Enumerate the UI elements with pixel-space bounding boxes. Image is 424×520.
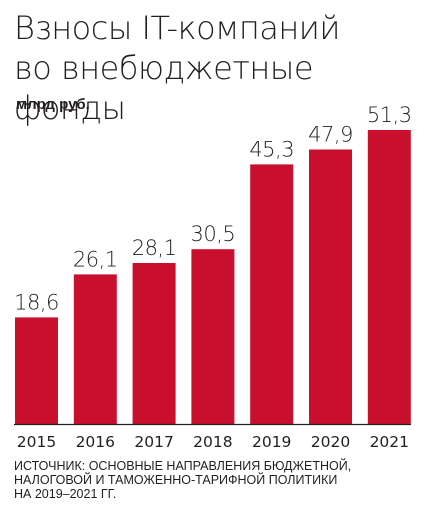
bar-2021: [367, 130, 411, 424]
source-line-2: НАЛОГОВОЙ И ТАМОЖЕННО-ТАРИФНОЙ ПОЛИТИКИ: [14, 473, 338, 487]
source-line-3: НА 2019–2021 ГГ.: [14, 487, 117, 501]
category-label-2019: 2019: [252, 433, 291, 451]
bar-2015: [15, 317, 58, 424]
value-label-2015: 18,6: [14, 290, 59, 314]
category-label-2018: 2018: [193, 433, 232, 451]
category-label-2017: 2017: [134, 433, 173, 451]
bar-2020: [309, 149, 352, 424]
value-label-2020: 47,9: [308, 123, 353, 147]
value-label-2019: 45,3: [249, 137, 294, 161]
bar-2018: [191, 249, 235, 424]
chart-title-line-1: Взносы IT-компаний: [14, 9, 340, 47]
category-label-2021: 2021: [370, 433, 409, 451]
chart-title: Взносы IT-компаний во внебюджетные фонды: [14, 8, 414, 128]
chart-title-line-2: во внебюджетные фонды: [14, 49, 314, 127]
source-note: ИСТОЧНИК: ОСНОВНЫЕ НАПРАВЛЕНИЯ БЮДЖЕТНОЙ…: [14, 459, 414, 501]
category-labels-group: 2015 2016 2017 2018 2019 2020 2021: [17, 433, 409, 451]
value-labels-group: 18,6 26,1 28,1 30,5 45,3 47,9 51,3: [14, 103, 412, 314]
value-label-2018: 30,5: [191, 222, 236, 246]
category-label-2016: 2016: [76, 433, 115, 451]
bar-2019: [250, 164, 294, 424]
bars-group: [15, 130, 411, 424]
value-label-2021: 51,3: [367, 103, 412, 127]
bar-2016: [73, 274, 117, 424]
unit-label: млрд руб.: [16, 96, 90, 113]
category-label-2015: 2015: [17, 433, 56, 451]
value-label-2016: 26,1: [73, 247, 118, 271]
bar-2017: [132, 263, 176, 424]
category-label-2020: 2020: [311, 433, 350, 451]
value-label-2017: 28,1: [132, 236, 177, 260]
source-line-1: ИСТОЧНИК: ОСНОВНЫЕ НАПРАВЛЕНИЯ БЮДЖЕТНОЙ…: [14, 459, 352, 473]
